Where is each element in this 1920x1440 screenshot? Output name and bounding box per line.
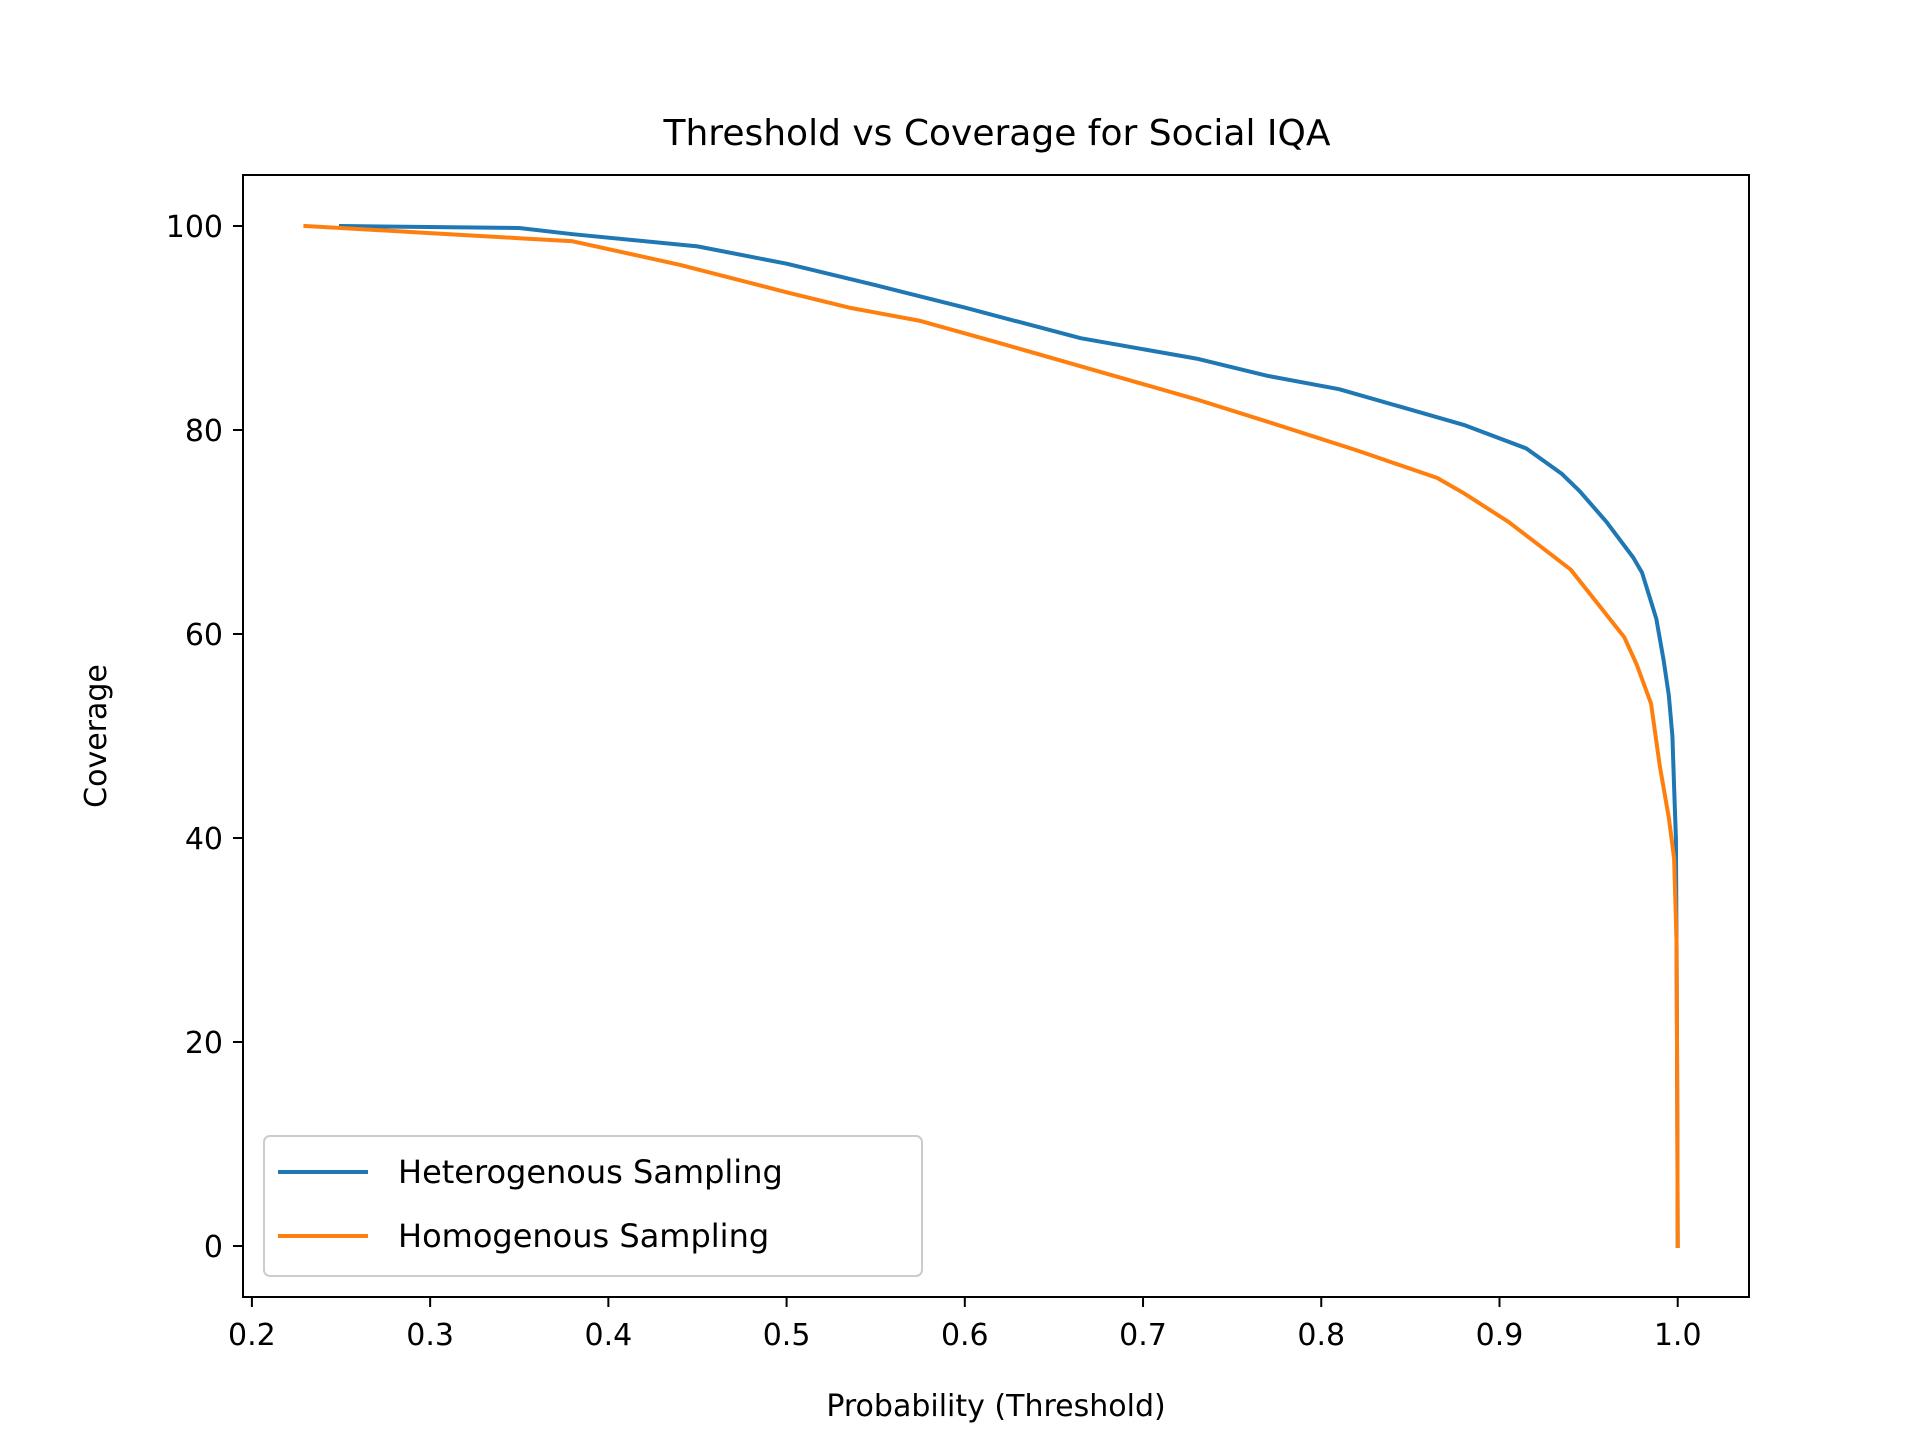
x-tick-label: 0.5 bbox=[763, 1318, 811, 1353]
x-tick-label: 0.6 bbox=[941, 1318, 989, 1353]
x-axis: 0.2 0.3 0.4 0.5 0.6 0.7 0.8 0.9 1.0 bbox=[228, 1297, 1702, 1353]
legend-label-heterogenous: Heterogenous Sampling bbox=[398, 1153, 783, 1191]
y-tick-label: 60 bbox=[185, 618, 223, 653]
y-tick-label: 100 bbox=[166, 210, 223, 245]
chart-title: Threshold vs Coverage for Social IQA bbox=[663, 113, 1331, 154]
plot-frame bbox=[242, 174, 1750, 1298]
x-tick-label: 0.3 bbox=[406, 1318, 454, 1353]
legend-label-homogenous: Homogenous Sampling bbox=[398, 1217, 769, 1255]
series-line-homogenous bbox=[303, 223, 1680, 1249]
y-tick-label: 80 bbox=[185, 414, 223, 449]
plot-lines bbox=[303, 223, 1680, 1249]
y-tick-label: 40 bbox=[185, 822, 223, 857]
x-tick-label: 0.7 bbox=[1119, 1318, 1167, 1353]
y-axis: 0 20 40 60 80 100 bbox=[166, 210, 243, 1265]
y-axis-label: Coverage bbox=[79, 664, 114, 808]
series-line-heterogenous bbox=[338, 223, 1680, 1249]
legend: Heterogenous Sampling Homogenous Samplin… bbox=[263, 1135, 923, 1277]
y-tick-label: 0 bbox=[204, 1230, 223, 1265]
x-tick-label: 0.9 bbox=[1476, 1318, 1524, 1353]
legend-box bbox=[263, 1135, 923, 1277]
y-tick-label: 20 bbox=[185, 1026, 223, 1061]
x-axis-label: Probability (Threshold) bbox=[826, 1389, 1165, 1424]
x-tick-label: 1.0 bbox=[1654, 1318, 1702, 1353]
x-tick-label: 0.4 bbox=[585, 1318, 633, 1353]
x-tick-label: 0.2 bbox=[228, 1318, 276, 1353]
x-tick-label: 0.8 bbox=[1297, 1318, 1345, 1353]
